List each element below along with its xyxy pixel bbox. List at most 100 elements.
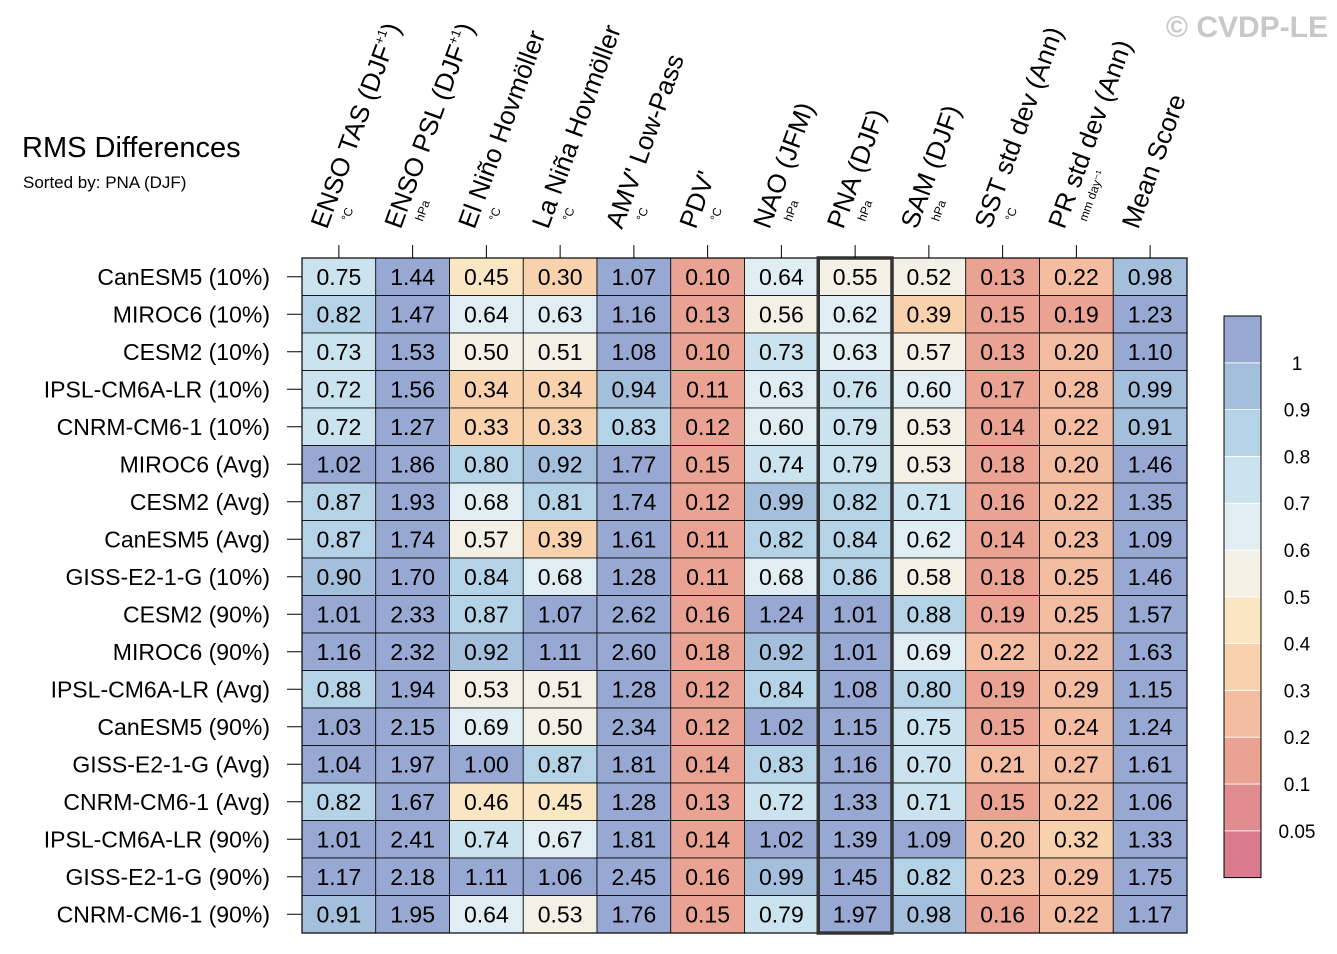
cell-value: 1.39 [833,826,878,852]
heatmap-cell [670,407,745,446]
cell-value: 0.62 [833,301,878,327]
heatmap-cell [522,445,598,484]
heatmap-cell [1039,670,1114,709]
heatmap-cell [817,445,893,484]
cell-value: 0.20 [1054,339,1099,365]
heatmap-cell [375,595,450,634]
heatmap-cell [449,857,524,896]
cell-value: 0.16 [980,489,1025,515]
heatmap-cell [449,895,524,934]
heatmap-cell [301,707,377,746]
cell-value: 2.34 [611,714,656,740]
cell-value: 0.10 [685,339,730,365]
cell-value: 0.75 [906,714,951,740]
cell-value: 0.83 [611,414,656,440]
cell-value: 1.17 [1128,901,1173,927]
cell-value: 0.72 [316,376,361,402]
heatmap-cell [670,670,745,709]
column-unit: hPa [781,198,802,223]
cell-value: 0.64 [464,301,509,327]
heatmap-cell [522,782,598,821]
cell-value: 1.08 [833,676,878,702]
cell-value: 0.14 [980,526,1025,552]
heatmap-cell [375,257,450,296]
cell-value: 0.94 [611,376,656,402]
heatmap-cell [1112,707,1188,746]
column-label: PDV' [673,167,721,232]
cell-value: 0.19 [980,676,1025,702]
cell-value: 0.16 [685,601,730,627]
heatmap-cell [1039,782,1114,821]
heatmap-cell [744,707,819,746]
row-label: CNRM-CM6-1 (10%) [57,414,270,440]
cell-value: 1.74 [390,526,435,552]
cell-value: 0.11 [686,526,729,552]
cell-value: 0.92 [759,639,804,665]
cell-value: 1.06 [538,864,583,890]
cell-value: 1.46 [1128,451,1173,477]
cell-value: 0.79 [833,451,878,477]
colorbar-label: 0.6 [1284,541,1310,562]
heatmap-cell [1039,370,1114,409]
heatmap-cell [1112,857,1188,896]
heatmap-cell [596,707,672,746]
cell-value: 1.06 [1128,789,1173,815]
cell-value: 0.91 [316,901,361,927]
cell-value: 0.15 [980,789,1025,815]
heatmap-cell [744,370,819,409]
heatmap-cell [1039,295,1114,334]
heatmap-cell [301,520,377,559]
column-unit: °C [339,205,357,223]
cell-value: 1.02 [316,451,361,477]
cell-value: 0.51 [538,339,583,365]
heatmap-cell [522,595,598,634]
grid-border [301,257,1188,934]
heatmap-cell [375,482,450,521]
cell-value: 1.11 [539,639,582,665]
row-label: CESM2 (10%) [123,339,270,365]
heatmap-cell [965,707,1040,746]
heatmap-cell [744,782,819,821]
cell-value: 0.73 [316,339,361,365]
heatmap-cell [375,407,450,446]
cell-value: 0.53 [538,901,583,927]
cell-value: 0.53 [906,414,951,440]
heatmap-cell [1039,520,1114,559]
colorbar-segment [1223,549,1262,598]
cell-value: 1.46 [1128,564,1173,590]
cell-value: 0.11 [686,376,729,402]
cell-value: 0.87 [316,526,361,552]
row-label: MIROC6 (Avg) [120,451,270,477]
heatmap-cell [744,857,819,896]
heatmap-cell [522,707,598,746]
cell-value: 0.79 [759,901,804,927]
cell-value: 0.52 [906,264,951,290]
cell-value: 0.76 [833,376,878,402]
cell-value: 1.15 [1128,676,1173,702]
heatmap-cell [301,857,377,896]
cell-value: 0.18 [980,451,1025,477]
cell-value: 0.86 [833,564,878,590]
heatmap-cell [301,557,377,596]
heatmap-cell [522,520,598,559]
cell-value: 0.68 [464,489,509,515]
heatmap-cell [1112,595,1188,634]
row-label: MIROC6 (90%) [113,639,270,665]
cell-value: 0.21 [980,751,1025,777]
cell-value: 1.95 [390,901,435,927]
heatmap-cell [1039,407,1114,446]
cell-value: 2.60 [611,639,656,665]
heatmap-cell [1039,632,1114,671]
cell-value: 0.11 [686,564,729,590]
cell-value: 0.74 [759,451,804,477]
heatmap-cell [1112,895,1188,934]
column-label: AMV' Low-Pass [599,50,690,232]
cell-value: 0.64 [759,264,804,290]
heatmap-cell [1039,745,1114,784]
cell-value: 0.16 [980,901,1025,927]
cell-value: 1.61 [611,526,656,552]
heatmap-cell [817,595,893,634]
cell-value: 0.34 [538,376,583,402]
cell-value: 0.27 [1054,751,1099,777]
cell-value: 2.62 [611,601,656,627]
